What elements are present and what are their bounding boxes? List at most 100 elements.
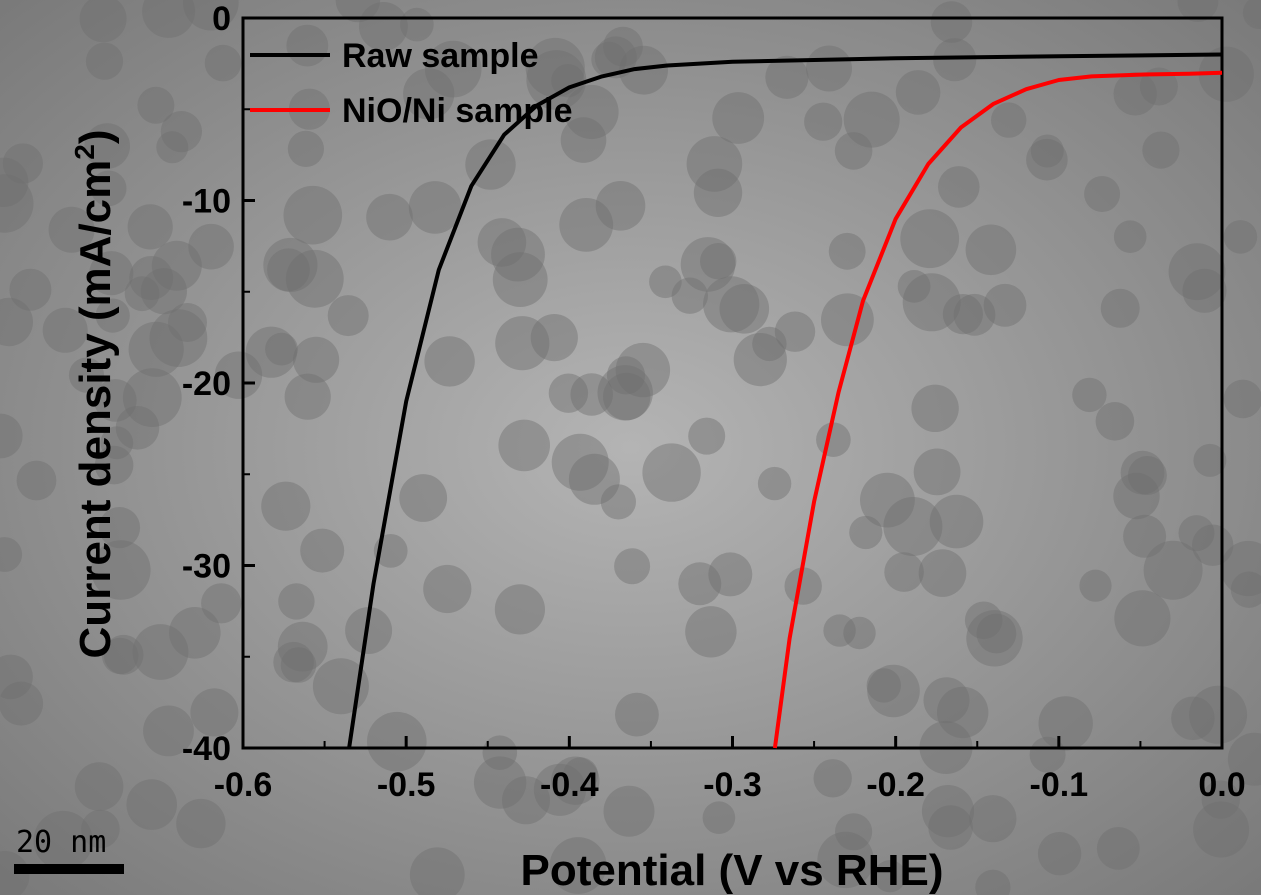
scale-bar: 20 nm [14,825,124,874]
particle [615,692,659,737]
particle [1171,696,1215,741]
particle [403,68,455,120]
particle [409,847,465,895]
particle [686,136,743,192]
particle [938,166,980,208]
particle [843,616,876,650]
x-tick-label: -0.2 [866,766,925,804]
particle [1113,220,1147,253]
particle [1142,131,1180,169]
particle [1029,736,1066,773]
particle [828,232,866,270]
particle [551,63,585,98]
particle [48,206,95,253]
particle [1120,450,1165,495]
particle [860,472,915,528]
particle [204,44,242,82]
particle [671,277,708,314]
particle [423,564,472,614]
particle [285,249,344,308]
particle [918,549,967,597]
particle [1182,268,1227,313]
particle [95,298,130,333]
particle [0,157,29,207]
particle [964,601,1003,640]
particle [563,757,599,793]
particle [784,567,822,605]
particle [245,326,297,378]
particle [642,443,701,502]
particle [873,860,907,893]
particle [774,311,816,352]
particle [1038,696,1093,751]
particle [559,198,614,252]
particle [267,248,310,292]
x-axis-title: Potential (V vs RHE) [521,846,944,895]
y-tick-label: -40 [182,730,231,768]
particle [94,445,134,485]
particle [399,474,448,522]
particle [702,801,736,834]
particle [1177,0,1219,22]
particle [525,37,585,98]
particle [98,506,141,549]
particle [526,50,587,110]
y-axis-title-main: Current density (mA/cm [71,160,120,659]
particle [1178,515,1215,552]
particle [140,268,187,315]
particle [693,168,743,217]
particle [1113,472,1160,520]
series-group [347,52,1223,749]
particle [1095,402,1135,441]
particle [16,460,57,501]
particle [902,273,961,332]
particle [1168,243,1226,301]
x-tick-label: -0.1 [1030,766,1089,804]
particle [804,102,843,141]
particle [823,614,856,647]
x-tick-label: 0.0 [1198,766,1245,804]
particle [678,562,722,606]
particle [883,497,943,556]
particle [700,243,737,280]
y-tick-label: -30 [182,548,231,586]
particle [897,270,931,303]
particle [953,293,996,336]
particle [1223,220,1258,254]
particle [591,41,627,78]
series-line-1 [347,52,1223,749]
particle [900,209,960,269]
particle [168,303,207,342]
particle [273,641,314,683]
particle [400,7,434,42]
particle [930,1,973,43]
particle [866,668,901,703]
particle [492,252,548,307]
particle [261,481,311,531]
particle [128,321,184,377]
particle [1123,514,1167,558]
y-axis-title: Current density (mA/cm2) [69,130,120,659]
axis-ticks: -0.6 -0.5 -0.4 -0.3 -0.2 -0.1 0.0 0 -10 -20 -30 -40 [182,0,1246,804]
particle [765,55,809,99]
particle [619,45,668,95]
particle [928,805,973,850]
particle [89,251,134,296]
particle [719,284,770,334]
particle [551,756,600,805]
particle [1242,0,1261,29]
particle [124,276,160,312]
particle [408,181,462,234]
particle [214,351,263,399]
particle [482,735,518,770]
particle [548,373,589,413]
particle [1084,176,1121,212]
particle [933,38,977,82]
particle [929,494,984,549]
particle [81,809,120,849]
particle [293,336,340,383]
particle [122,368,182,427]
y-axis-title-close: ) [71,130,120,145]
